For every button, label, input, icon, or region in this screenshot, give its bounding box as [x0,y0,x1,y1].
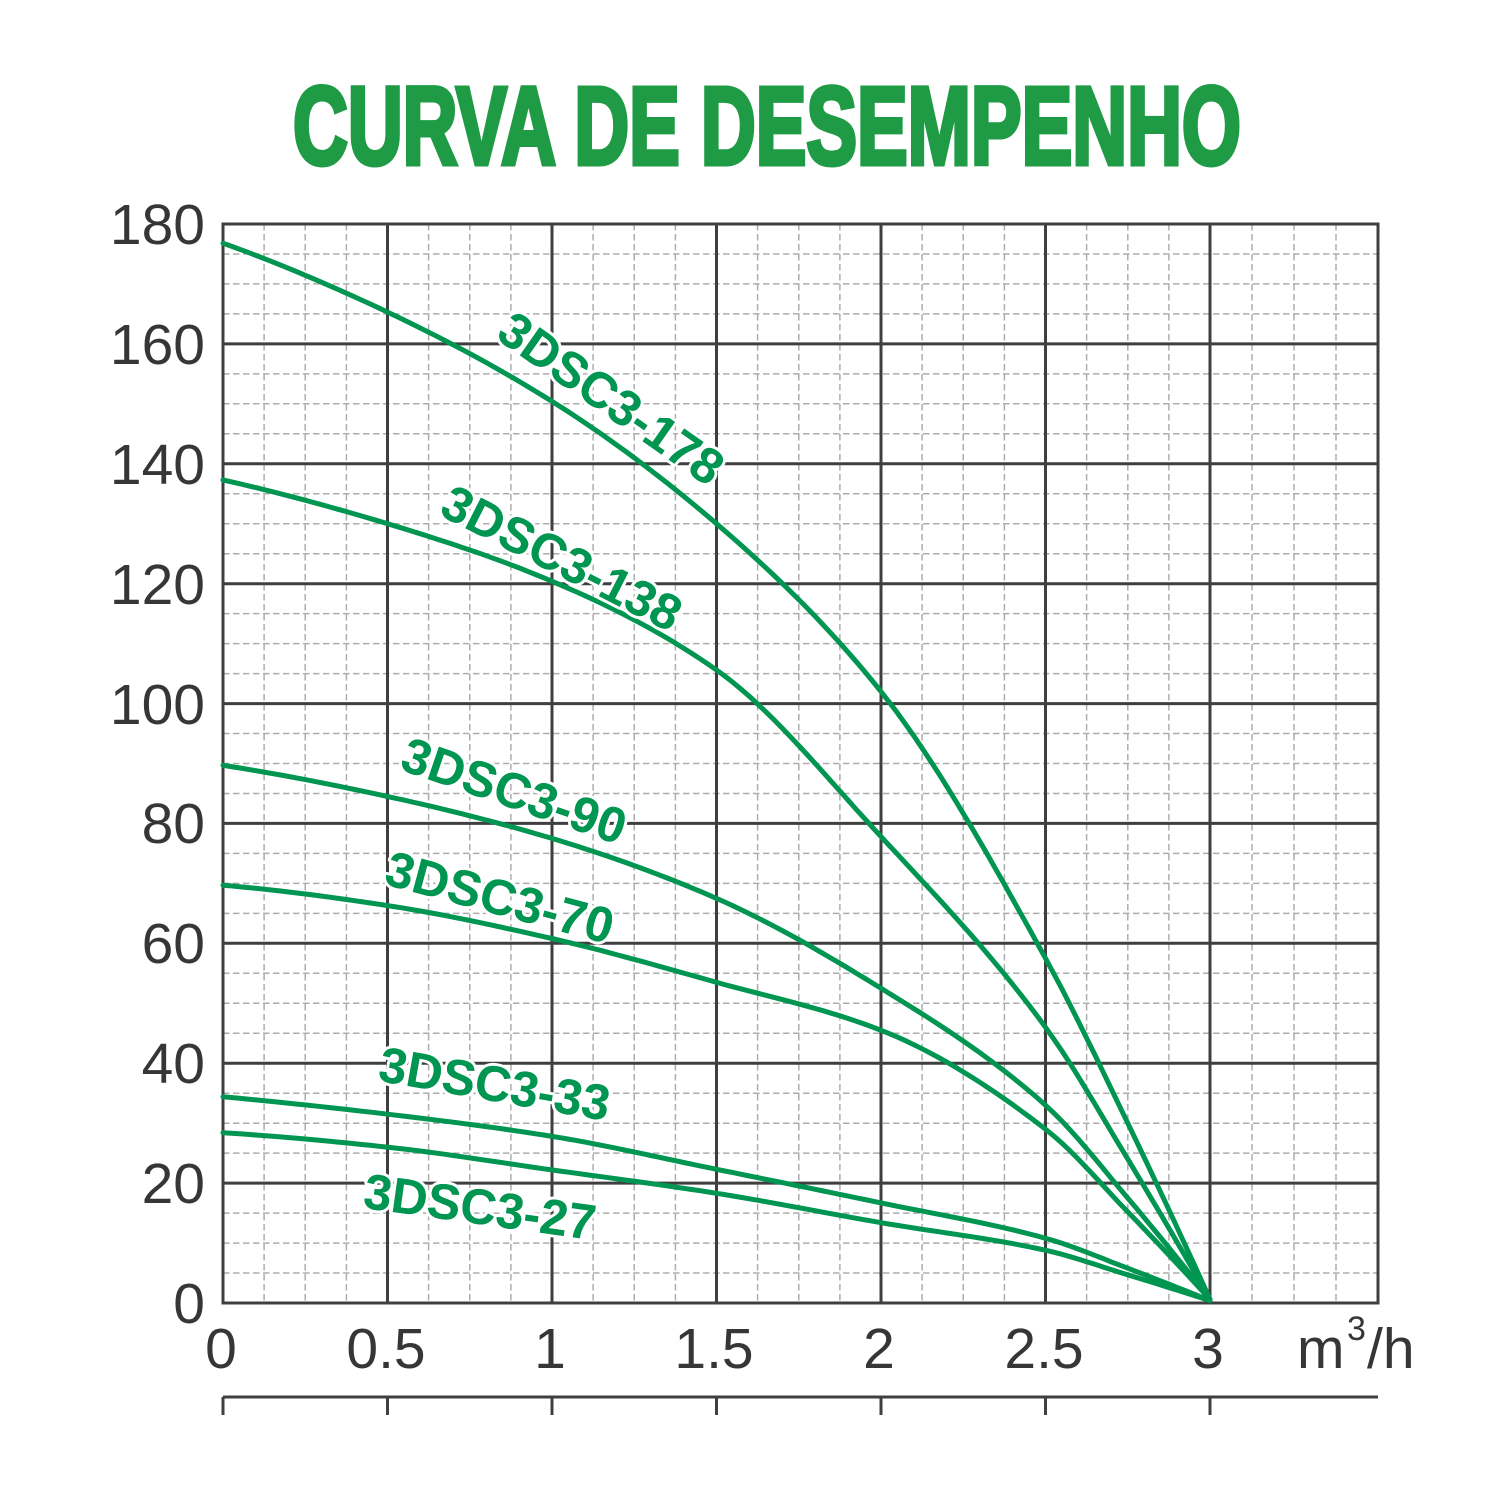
svg-text:1: 1 [534,1317,566,1381]
svg-text:1.5: 1.5 [674,1317,753,1381]
svg-text:120: 120 [110,553,205,617]
svg-text:0.5: 0.5 [346,1317,425,1381]
svg-text:100: 100 [110,673,205,737]
svg-text:3: 3 [1192,1317,1224,1381]
svg-text:2.5: 2.5 [1004,1317,1083,1381]
svg-text:80: 80 [142,792,205,856]
svg-text:180: 180 [110,193,205,257]
svg-text:20: 20 [142,1152,205,1216]
svg-text:2: 2 [863,1317,895,1381]
svg-text:0: 0 [205,1317,237,1381]
svg-text:0: 0 [173,1272,205,1336]
svg-text:140: 140 [110,433,205,497]
svg-text:60: 60 [142,912,205,976]
svg-text:160: 160 [110,313,205,377]
svg-text:/h: /h [1367,1317,1415,1381]
svg-text:40: 40 [142,1032,205,1096]
svg-text:CURVA DE DESEMPENHO: CURVA DE DESEMPENHO [293,65,1241,188]
svg-text:m: m [1297,1317,1344,1381]
svg-text:3: 3 [1347,1310,1366,1348]
